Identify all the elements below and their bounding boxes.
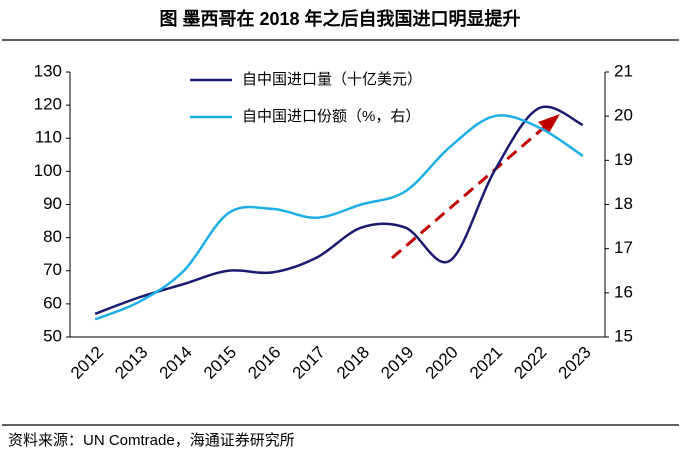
legend-label: 自中国进口量（十亿美元） <box>242 71 422 88</box>
x-tick-label: 2017 <box>289 343 329 383</box>
y-tick-label: 120 <box>34 95 62 114</box>
x-tick-label: 2019 <box>377 343 417 383</box>
x-tick-label: 2022 <box>510 343 550 383</box>
y-tick-label: 110 <box>35 128 62 147</box>
series-line <box>94 114 584 321</box>
x-tick-label: 2021 <box>466 343 506 383</box>
y2-tick-label: 15 <box>614 326 633 345</box>
y-tick-label: 60 <box>43 293 62 312</box>
y2-tick-label: 16 <box>614 282 633 301</box>
x-tick-label: 2023 <box>555 343 595 383</box>
source: 资料来源：UN Comtrade，海通证券研究所 <box>8 432 295 449</box>
x-tick-label: 2014 <box>156 343 196 383</box>
y2-tick-label: 20 <box>614 106 633 125</box>
y-tick-label: 100 <box>34 161 62 180</box>
y-tick-label: 130 <box>34 61 62 80</box>
y2-tick-label: 18 <box>614 194 633 213</box>
chart-title: 图 墨西哥在 2018 年之后自我国进口明显提升 <box>159 8 520 29</box>
x-tick-label: 2018 <box>333 343 373 383</box>
y-tick-label: 50 <box>43 326 62 345</box>
y-tick-label: 80 <box>43 227 62 246</box>
x-tick-label: 2016 <box>244 343 284 383</box>
y-tick-label: 90 <box>43 194 62 213</box>
x-tick-label: 2015 <box>200 343 240 383</box>
x-tick-label: 2013 <box>111 343 151 383</box>
legend-label: 自中国进口份额（%，右） <box>242 108 420 125</box>
series-line <box>94 105 584 315</box>
x-tick-label: 2012 <box>67 343 107 383</box>
x-tick-label: 2020 <box>422 343 462 383</box>
y2-tick-label: 19 <box>614 150 633 169</box>
annotation-arrow <box>391 114 560 260</box>
y-tick-label: 70 <box>43 260 62 279</box>
y2-tick-label: 21 <box>614 61 633 80</box>
y2-tick-label: 17 <box>614 238 633 257</box>
